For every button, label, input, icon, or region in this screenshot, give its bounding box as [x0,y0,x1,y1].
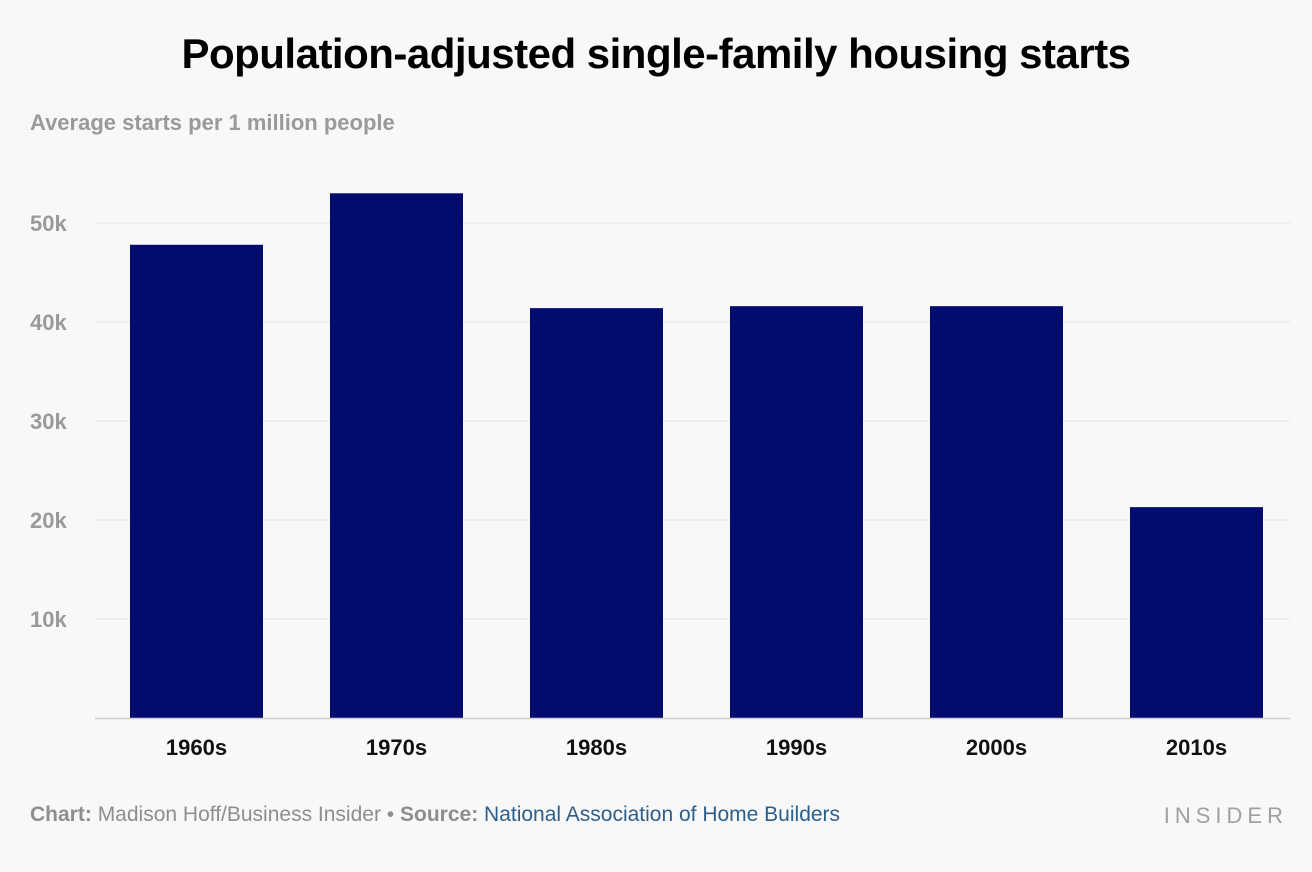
bar-2000s [930,306,1063,718]
x-tick-label: 2010s [1166,735,1227,760]
grid-lines [95,222,1290,620]
x-tick-label: 1960s [166,735,227,760]
x-tick-label: 1970s [366,735,427,760]
y-tick-label: 10k [30,607,67,632]
footer-separator: • [386,803,395,826]
y-tick-label: 50k [30,211,67,236]
y-tick-label: 20k [30,508,67,533]
bars [130,193,1263,719]
chart-title: Population-adjusted single-family housin… [181,30,1131,77]
y-tick-label: 40k [30,310,67,335]
x-tick-label: 1990s [766,735,827,760]
chart-subtitle: Average starts per 1 million people [30,110,395,135]
y-tick-labels: 10k 20k 30k 40k 50k [30,211,67,632]
bar-1990s [730,306,863,718]
chart-credit: Madison Hoff/Business Insider [97,803,381,826]
x-tick-label: 1980s [566,735,627,760]
bar-1970s [330,193,463,719]
x-tick-label: 2000s [966,735,1027,760]
chart-credit-label: Chart: [30,803,92,826]
bar-1960s [130,244,263,718]
x-tick-labels: 1960s 1970s 1980s 1990s 2000s 2010s [166,735,1227,760]
source-label: Source: [400,803,479,826]
chart-footer: Chart: Madison Hoff/Business Insider • S… [30,803,840,827]
bar-2010s [1130,507,1263,718]
insider-logo: INSIDER [1163,803,1288,828]
bar-1980s [530,308,663,718]
source-link[interactable]: National Association of Home Builders [484,803,841,826]
y-tick-label: 30k [30,409,67,434]
